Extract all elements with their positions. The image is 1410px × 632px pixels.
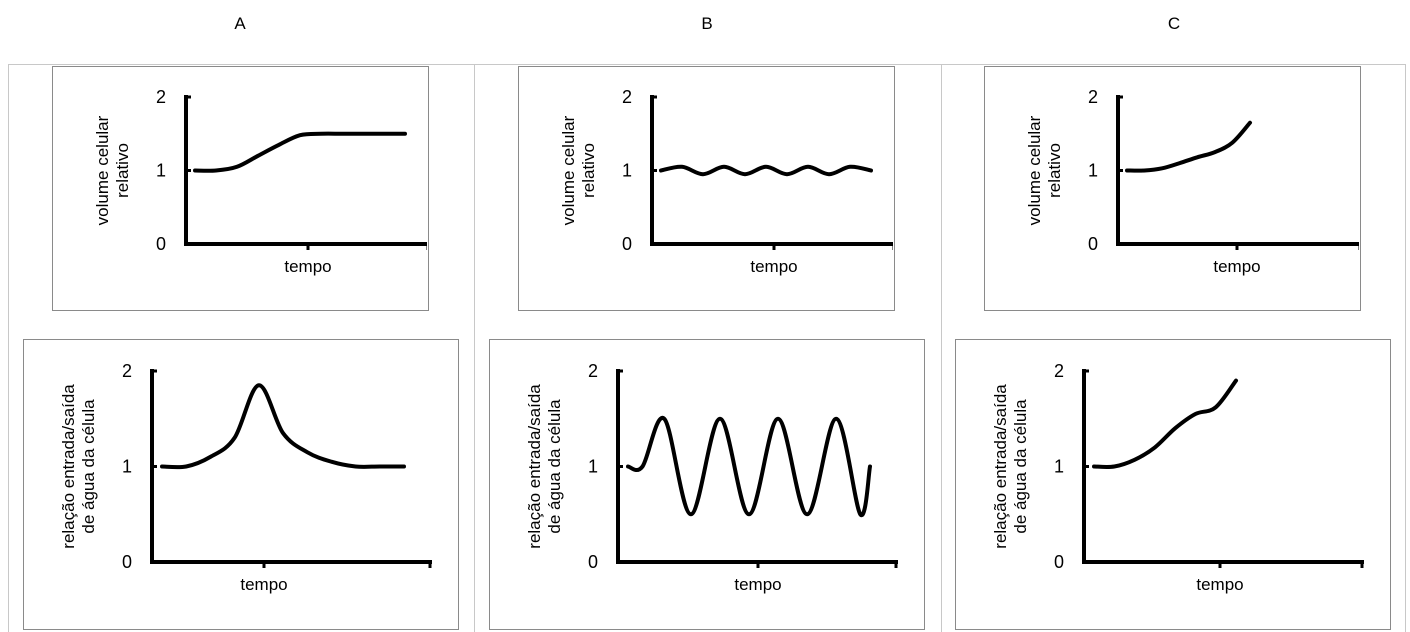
chart-svg: 0 1 2 tempo relação entrada/saída de água da …: [525, 361, 898, 594]
chart-panel-b-volume: 0 1 2 tempo volume celular relativo: [518, 66, 895, 311]
y-axis-label: relativo: [579, 143, 598, 198]
x-axis-label: tempo: [750, 257, 797, 276]
series-line: [659, 164, 873, 177]
x-axis-label: tempo: [1213, 257, 1260, 276]
y-tick-label: 1: [122, 457, 132, 477]
chart-panel-a-volume: 0 1 2 tempo volume celular relativo: [52, 66, 429, 311]
series-line: [1125, 120, 1252, 173]
y-axis-label: relação entrada/saída: [525, 384, 544, 549]
y-tick-label: 0: [1054, 552, 1064, 572]
chart-svg: 0 1 2 tempo volume celular relativo: [93, 87, 427, 276]
y-axis-label: relativo: [113, 143, 132, 198]
y-tick-label: 2: [156, 87, 166, 107]
series-line: [193, 131, 407, 173]
y-tick-label: 2: [1088, 87, 1098, 107]
y-tick-label: 2: [1054, 361, 1064, 381]
y-axis-label: relativo: [1045, 143, 1064, 198]
column-label-b: B: [701, 14, 713, 33]
chart-svg: 0 1 2 tempo volume celular relativo: [559, 87, 893, 276]
chart-panel-c-volume: 0 1 2 tempo volume celular relativo: [984, 66, 1361, 311]
y-tick-label: 1: [1054, 457, 1064, 477]
y-tick-label: 0: [156, 234, 166, 254]
x-axis-label: tempo: [284, 257, 331, 276]
y-axis-label: volume celular: [1025, 115, 1044, 225]
chart-panel-b-ratio: 0 1 2 tempo relação entrada/saída de água da …: [489, 339, 925, 630]
y-tick-label: 1: [588, 457, 598, 477]
y-tick-label: 2: [122, 361, 132, 381]
y-axis-label: de água da célula: [1011, 399, 1030, 534]
y-tick-label: 0: [588, 552, 598, 572]
y-axis-label: relação entrada/saída: [59, 384, 78, 549]
series-line: [160, 383, 406, 470]
y-axis-label: de água da célula: [545, 399, 564, 534]
chart-svg: 0 1 2 tempo relação entrada/saída de água da …: [59, 361, 432, 594]
y-tick-label: 0: [622, 234, 632, 254]
chart-svg: 0 1 2 tempo relação entrada/saída de água da …: [991, 361, 1364, 594]
column-divider: [941, 64, 942, 632]
chart-svg: 0 1 2 tempo volume celular relativo: [1025, 87, 1359, 276]
column-label-c: C: [1167, 14, 1181, 33]
y-tick-label: 1: [156, 161, 166, 181]
column-divider: [474, 64, 475, 632]
series-line: [1092, 378, 1238, 469]
y-tick-label: 0: [122, 552, 132, 572]
chart-panel-a-ratio: 0 1 2 tempo relação entrada/saída de água da …: [23, 339, 459, 630]
y-tick-label: 1: [622, 161, 632, 181]
y-axis-label: de água da célula: [79, 399, 98, 534]
x-axis-label: tempo: [240, 575, 287, 594]
x-axis-label: tempo: [1196, 575, 1243, 594]
y-tick-label: 0: [1088, 234, 1098, 254]
y-axis-label: volume celular: [559, 115, 578, 225]
y-axis-label: volume celular: [93, 115, 112, 225]
chart-panel-c-ratio: 0 1 2 tempo relação entrada/saída de água da …: [955, 339, 1391, 630]
x-axis-label: tempo: [734, 575, 781, 594]
y-tick-label: 2: [588, 361, 598, 381]
y-tick-label: 2: [622, 87, 632, 107]
y-axis-label: relação entrada/saída: [991, 384, 1010, 549]
figure-frame: [8, 64, 1406, 632]
y-tick-label: 1: [1088, 161, 1098, 181]
series-line: [626, 416, 872, 518]
column-label-a: A: [234, 14, 246, 33]
